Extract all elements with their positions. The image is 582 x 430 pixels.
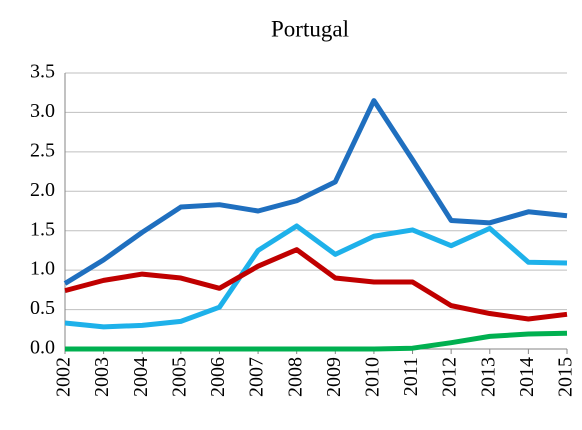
- y-tick-label: 1.0: [30, 258, 55, 280]
- x-tick-label: 2007: [246, 357, 268, 397]
- series-line: [63, 98, 568, 286]
- y-tick-label: 3.5: [30, 61, 55, 83]
- x-tick-label: 2014: [516, 357, 538, 397]
- x-tick-label: 2006: [207, 357, 229, 397]
- y-tick-label: 2.5: [30, 139, 55, 161]
- series-line: [65, 330, 568, 352]
- x-tick-label: 2002: [53, 357, 75, 397]
- series-line: [64, 247, 568, 322]
- x-tick-label: 2009: [323, 357, 345, 397]
- y-tick-label: 1.5: [30, 218, 55, 240]
- x-tick-label: 2010: [362, 357, 384, 397]
- y-tick-label: 0.0: [30, 337, 55, 359]
- x-tick-label: 2015: [555, 357, 577, 397]
- x-tick-label: 2004: [130, 357, 152, 397]
- chart-title: Portugal: [271, 16, 349, 41]
- x-tick-label: 2012: [439, 357, 461, 397]
- series-line: [64, 223, 568, 330]
- x-tick-label: 2013: [477, 357, 499, 397]
- x-tick-label: 2008: [284, 357, 306, 397]
- y-tick-label: 0.5: [30, 297, 55, 319]
- y-tick-label: 3.0: [30, 100, 55, 122]
- x-tick-label: 2011: [400, 357, 422, 396]
- x-tick-label: 2005: [168, 357, 190, 397]
- y-tick-label: 2.0: [30, 179, 55, 201]
- x-tick-label: 2003: [91, 357, 113, 397]
